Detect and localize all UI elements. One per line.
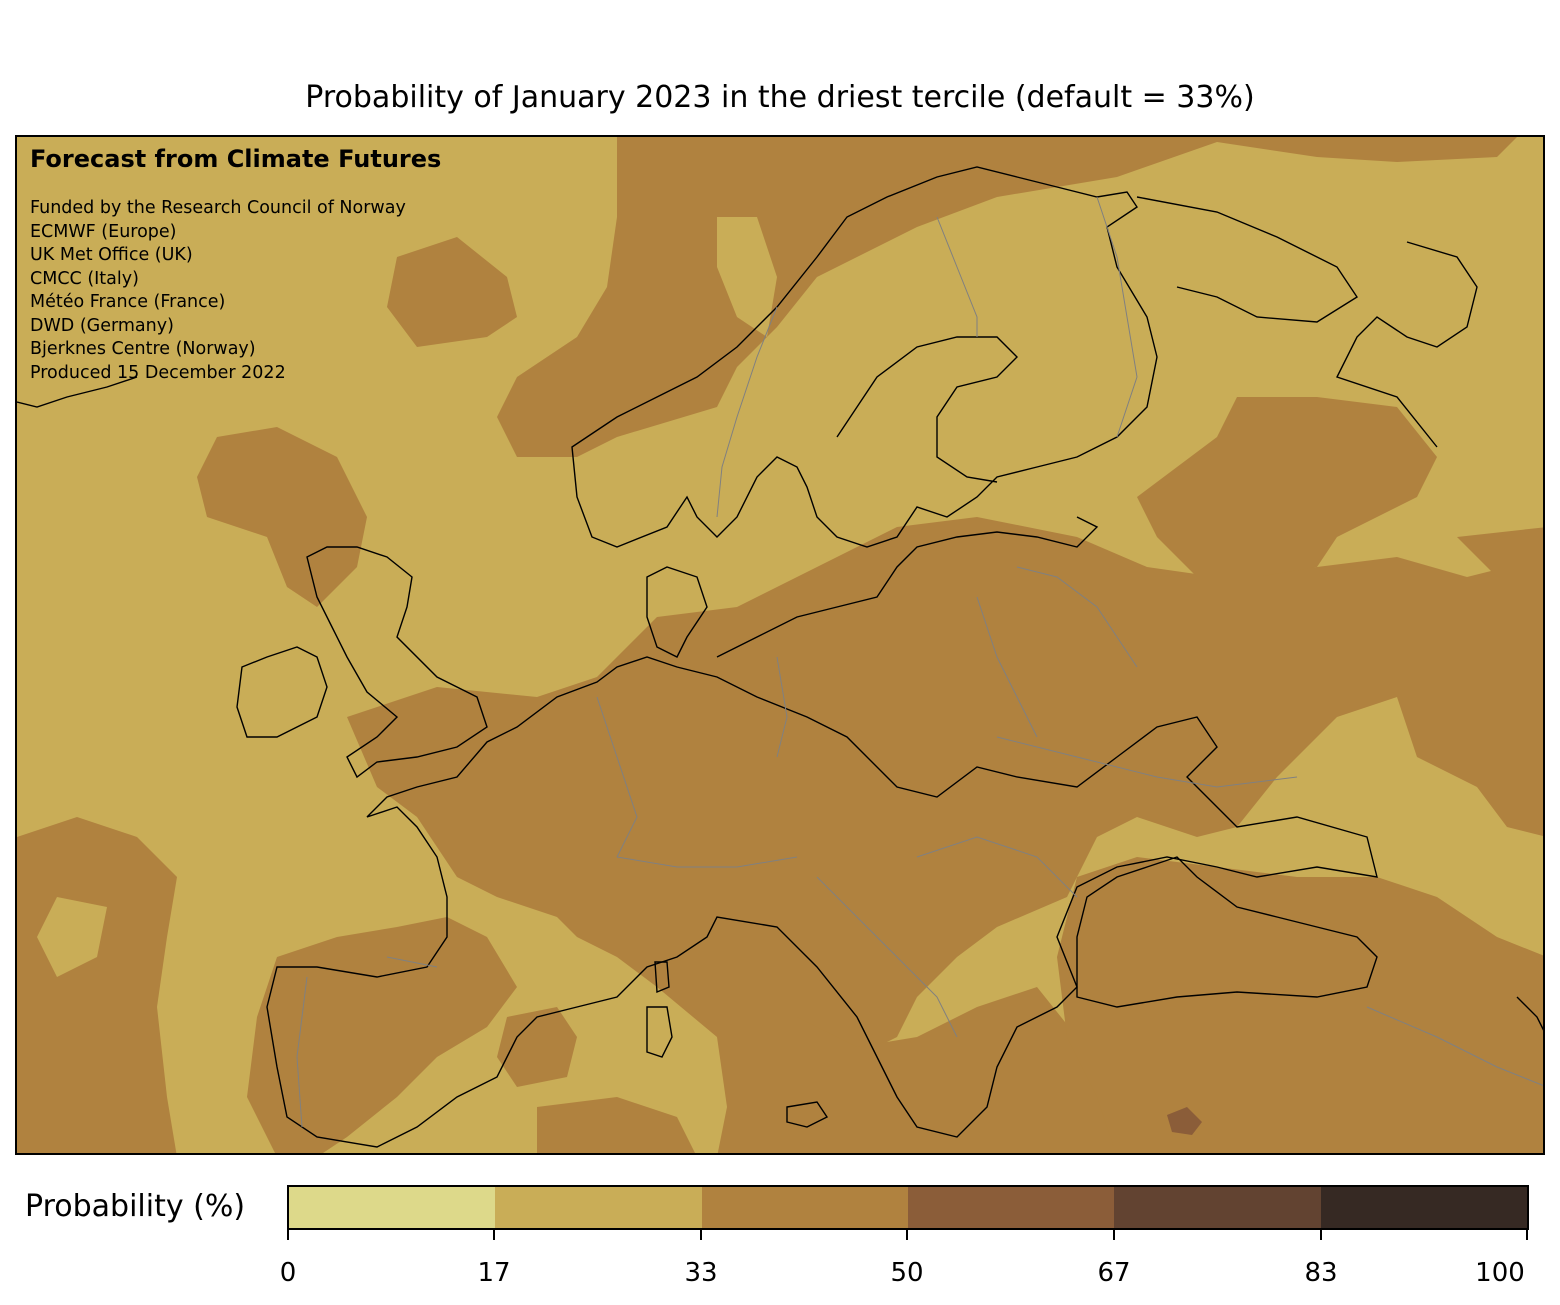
region-russia-east <box>1457 527 1543 577</box>
coast-corsica <box>654 961 670 994</box>
region-gulf-of-lion <box>497 1007 577 1087</box>
coast-scandinavia <box>571 166 1158 548</box>
colorbar-segment-67-83 <box>1114 1187 1321 1228</box>
probability-33-50-regions <box>17 137 1543 1153</box>
region-bay-biscay <box>37 897 107 977</box>
colorbar-label: Probability (%) <box>25 1189 246 1224</box>
funding-note: Funded by the Research Council of Norway <box>30 198 406 218</box>
coast-denmark <box>646 566 708 658</box>
border-sweden-finland <box>936 216 978 337</box>
region-atlantic-ireland <box>197 427 367 607</box>
region-norwegian-coast <box>717 217 777 337</box>
colorbar-tick-label: 83 <box>1304 1258 1338 1288</box>
probability-map <box>17 137 1543 1153</box>
forecast-heading: Forecast from Climate Futures <box>30 145 442 173</box>
colorbar <box>287 1185 1529 1230</box>
region-baltic-russia <box>1137 397 1437 577</box>
border-romania <box>916 836 1078 898</box>
map-panel <box>15 135 1545 1155</box>
colorbar-segment-17-33 <box>495 1187 702 1228</box>
region-iberia-east <box>247 917 517 1153</box>
coast-sicily <box>786 1101 829 1128</box>
colorbar-segment-50-67 <box>907 1187 1115 1228</box>
coast-ireland <box>236 646 328 738</box>
region-north-africa <box>537 1097 695 1153</box>
border-balkans <box>816 876 958 1038</box>
colorbar-segment-0-17 <box>289 1187 496 1228</box>
border-norway-sweden <box>716 306 778 518</box>
border-turkey <box>1366 1006 1543 1086</box>
colorbar-tick-mark <box>1113 1230 1115 1240</box>
colorbar-tick-mark <box>1526 1230 1528 1240</box>
coast-sardinia <box>646 1006 673 1058</box>
coast-gulf-bothnia <box>836 336 1018 483</box>
colorbar-segment-33-50 <box>701 1187 908 1228</box>
coast-kola <box>1136 196 1478 448</box>
border-alps <box>616 856 798 868</box>
colorbar-segment-83-100 <box>1320 1187 1527 1228</box>
source-ecmwf: ECMWF (Europe) <box>30 221 177 242</box>
coast-baltic-south <box>716 516 1099 658</box>
colorbar-tick-mark <box>906 1230 908 1240</box>
coast-caspian <box>1516 996 1543 1031</box>
region-mediterranean-east <box>717 987 1137 1153</box>
colorbar-tick-mark <box>1320 1230 1322 1240</box>
region-west-atlantic <box>387 237 517 347</box>
border-baltics <box>1016 566 1138 668</box>
probability-50-67-patch <box>1167 1107 1202 1135</box>
source-cmcc: CMCC (Italy) <box>30 268 139 289</box>
border-spain-france <box>386 956 438 968</box>
colorbar-tick-label: 100 <box>1475 1258 1525 1288</box>
page-title: Probability of January 2023 in the dries… <box>305 80 1255 115</box>
country-borders <box>296 196 1543 1128</box>
border-poland-east <box>976 596 1038 738</box>
colorbar-tick-label: 67 <box>1097 1258 1131 1288</box>
border-finland-russia <box>1096 196 1138 438</box>
production-date: Produced 15 December 2022 <box>30 362 286 383</box>
coastlines <box>17 166 1543 1148</box>
border-spain-portugal <box>296 976 308 1128</box>
colorbar-tick-label: 50 <box>890 1258 924 1288</box>
forecast-info-box: Forecast from Climate Futures Funded by … <box>30 145 441 385</box>
coast-iceland-hint <box>17 376 138 408</box>
coast-britain <box>306 546 488 779</box>
border-france-germany <box>596 696 638 858</box>
source-dwd: DWD (Germany) <box>30 315 174 336</box>
source-bjerknes: Bjerknes Centre (Norway) <box>30 339 256 359</box>
colorbar-tick-label: 0 <box>279 1258 297 1288</box>
border-ukraine <box>996 736 1298 788</box>
border-germany-poland <box>776 656 788 758</box>
coast-black-sea <box>1076 856 1378 1008</box>
colorbar-tick-mark <box>287 1230 289 1240</box>
region-black-sea <box>1057 857 1543 1153</box>
colorbar-tick-label: 33 <box>684 1258 718 1288</box>
source-meteo-france: Météo France (France) <box>30 292 226 312</box>
colorbar-tick-label: 17 <box>477 1258 511 1288</box>
region-iberia-west <box>17 817 177 1153</box>
colorbar-tick-mark <box>493 1230 495 1240</box>
colorbar-tick-mark <box>700 1230 702 1240</box>
source-ukmo: UK Met Office (UK) <box>30 245 193 265</box>
